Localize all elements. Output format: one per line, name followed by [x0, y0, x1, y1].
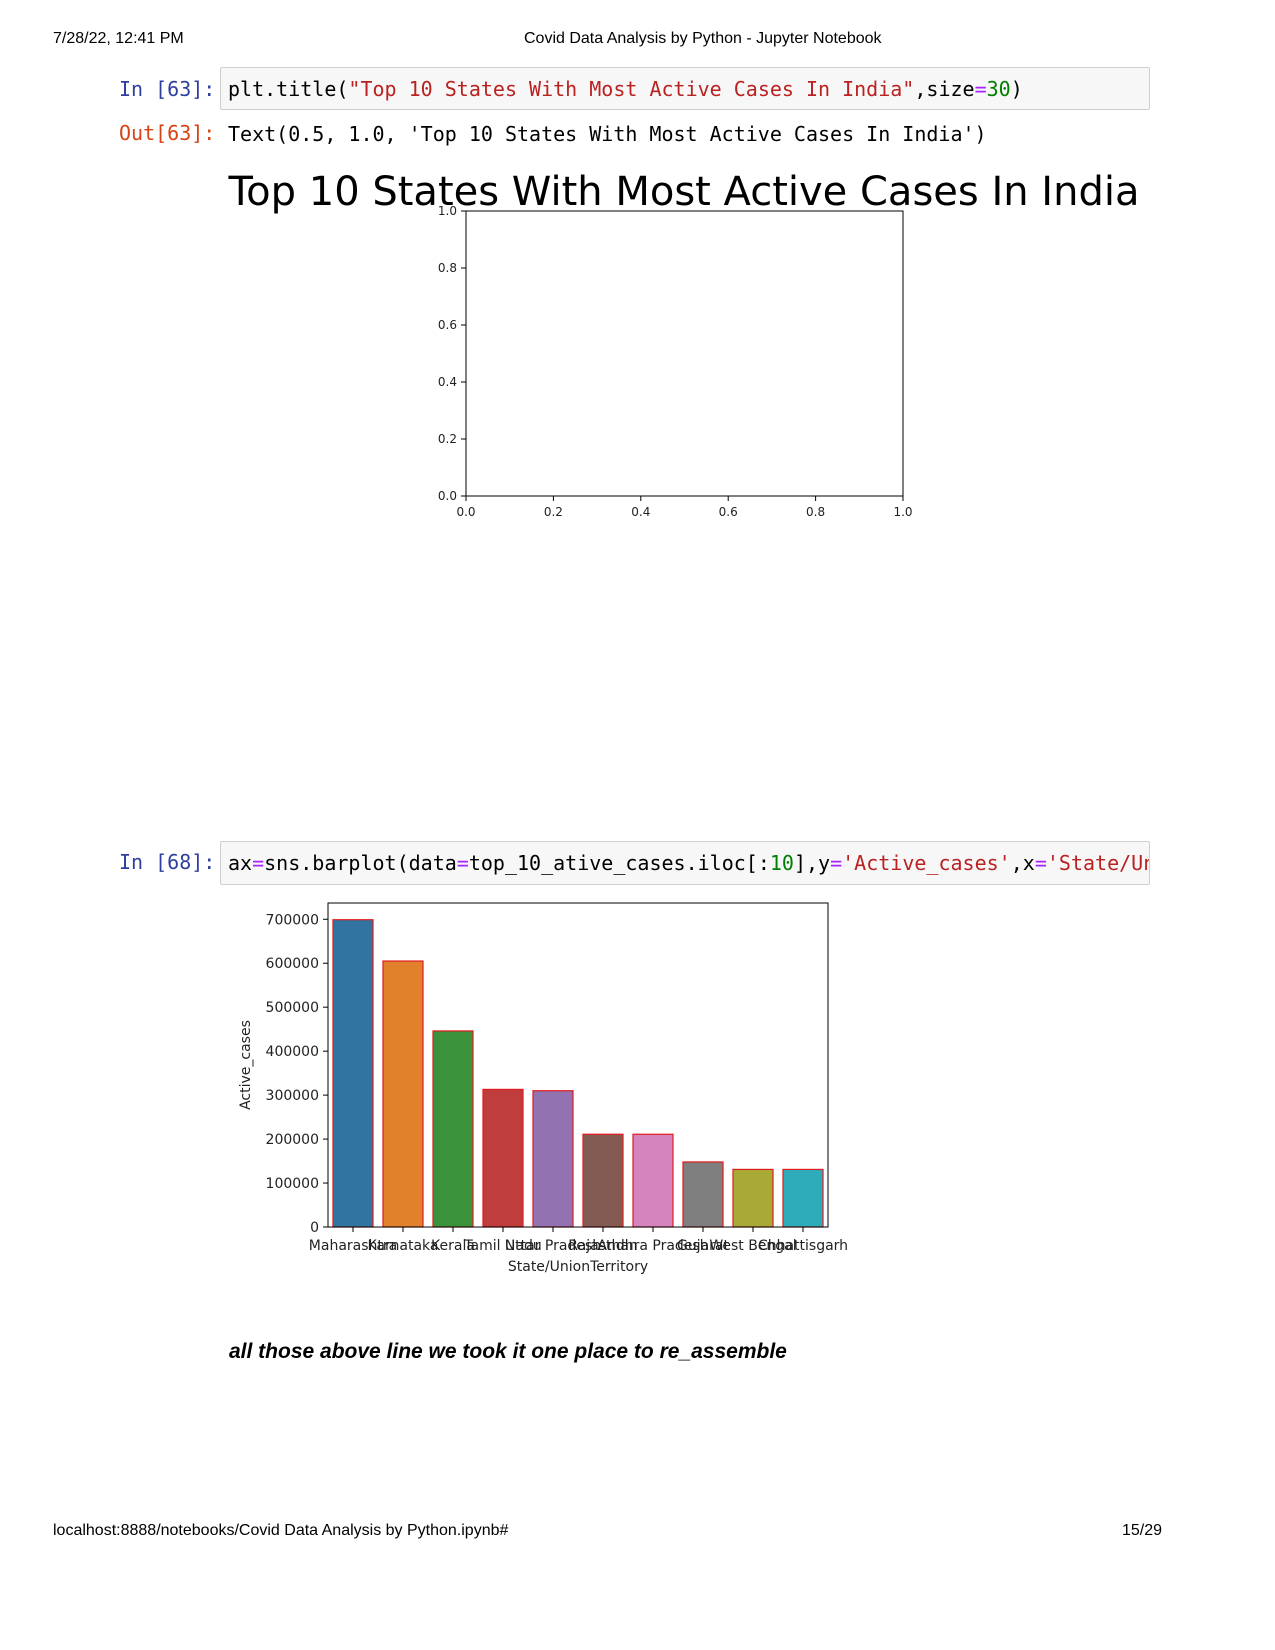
- code-token-string: 'State/UnionTerritory': [1046, 851, 1149, 875]
- x-tick-label: Karnataka: [368, 1238, 439, 1254]
- y-tick-label: 300000: [266, 1088, 319, 1104]
- y-tick-label: 600000: [266, 956, 319, 972]
- y-tick-label: 0.2: [438, 432, 457, 446]
- x-tick-label: West Bengal: [709, 1238, 796, 1254]
- cell-1-code-input[interactable]: plt.title("Top 10 States With Most Activ…: [220, 67, 1150, 110]
- y-tick-label: 500000: [266, 1000, 319, 1016]
- cell-1-output-prompt: Out[63]:: [119, 121, 216, 145]
- bar: [782, 1168, 824, 1228]
- bar: [382, 960, 424, 1228]
- empty-axes-chart: Top 10 States With Most Active Cases In …: [228, 169, 1140, 519]
- print-datetime: 7/28/22, 12:41 PM: [53, 30, 184, 47]
- code-token: ,x: [1010, 851, 1035, 875]
- x-tick-label: Gujarat: [677, 1238, 730, 1254]
- y-axis-label: Active_cases: [238, 1020, 254, 1110]
- y-tick-label: 1.0: [438, 204, 457, 218]
- y-tick-label: 0.6: [438, 318, 457, 332]
- y-tick-label: 0.0: [438, 489, 457, 503]
- x-tick-label: 0.4: [631, 505, 650, 519]
- chart-title: Top 10 States With Most Active Cases In …: [228, 169, 1140, 215]
- x-tick-label: Kerala: [431, 1238, 475, 1254]
- code-token-operator: =: [830, 851, 843, 875]
- code-token: ],y: [793, 851, 831, 875]
- axes-frame: [327, 902, 829, 1228]
- print-page-title: Covid Data Analysis by Python - Jupyter …: [524, 30, 882, 47]
- code-token-operator: =: [1034, 851, 1047, 875]
- bar: [632, 1133, 674, 1228]
- code-token-operator: =: [456, 851, 469, 875]
- code-token-string: 'Active_cases': [842, 851, 1011, 875]
- code-token: ax: [228, 851, 253, 875]
- cell-1-output-text: Text(0.5, 1.0, 'Top 10 States With Most …: [228, 122, 987, 146]
- y-tick-label: 100000: [266, 1176, 319, 1192]
- code-token-operator: =: [252, 851, 265, 875]
- code-token: ,size: [914, 77, 975, 101]
- cell-2-input-prompt: In [68]:: [119, 850, 216, 874]
- bar: [482, 1088, 524, 1228]
- x-tick-label: Maharashtra: [309, 1238, 397, 1254]
- x-axis-label: State/UnionTerritory: [508, 1259, 648, 1275]
- print-page-number: 15/29: [1122, 1522, 1163, 1539]
- y-tick-label: 0.4: [438, 375, 457, 389]
- markdown-note: all those above line we took it one plac…: [229, 1340, 787, 1363]
- x-tick-label: Rajasthan: [568, 1238, 638, 1254]
- code-token-number: 30: [986, 77, 1011, 101]
- y-tick-label: 700000: [266, 912, 319, 928]
- y-tick-label: 400000: [266, 1044, 319, 1060]
- x-tick-label: 0.8: [806, 505, 825, 519]
- y-tick-label: 0: [310, 1220, 319, 1236]
- y-tick-label: 200000: [266, 1132, 319, 1148]
- y-tick-label: 0.8: [438, 261, 457, 275]
- code-token: sns.barplot(data: [264, 851, 457, 875]
- bar: [682, 1161, 724, 1228]
- bar: [532, 1090, 574, 1228]
- x-tick-label: 0.6: [719, 505, 738, 519]
- code-token-string: "Top 10 States With Most Active Cases In…: [348, 77, 915, 101]
- x-tick-label: Uttar Pradesh: [505, 1238, 601, 1254]
- code-token-number: 10: [769, 851, 794, 875]
- x-tick-label: Andhra Pradesh: [597, 1238, 708, 1254]
- x-tick-label: Tamil Nadu: [463, 1238, 542, 1254]
- x-tick-label: Chhattisgarh: [758, 1238, 848, 1254]
- bar: [332, 919, 374, 1228]
- bar: [432, 1030, 474, 1228]
- code-token: plt.title(: [228, 77, 349, 101]
- active-cases-bar-chart: 0 100000 200000 300000 400000 500000 600000 700…: [238, 902, 848, 1275]
- axes-frame: [465, 210, 904, 497]
- cell-2-code-input[interactable]: ax=sns.barplot(data=top_10_ative_cases.i…: [220, 841, 1150, 885]
- bar: [732, 1168, 774, 1228]
- print-url: localhost:8888/notebooks/Covid Data Anal…: [53, 1522, 509, 1539]
- bar: [582, 1133, 624, 1228]
- cell-1-input-prompt: In [63]:: [119, 77, 216, 101]
- code-token: top_10_ative_cases.iloc[:: [468, 851, 770, 875]
- code-token-operator: =: [974, 77, 987, 101]
- code-token: ): [1010, 77, 1023, 101]
- x-tick-label: 0.2: [544, 505, 563, 519]
- x-tick-label: 0.0: [456, 505, 475, 519]
- x-tick-label: 1.0: [893, 505, 912, 519]
